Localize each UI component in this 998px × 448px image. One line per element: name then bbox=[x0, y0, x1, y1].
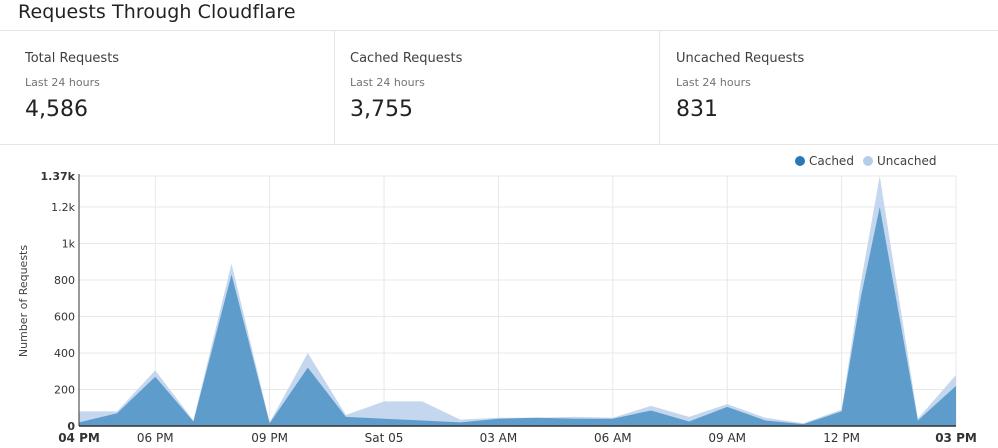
chart-legend: Cached Uncached bbox=[795, 154, 945, 168]
y-axis-title: Number of Requests bbox=[17, 245, 30, 357]
y-tick-label: 1.2k bbox=[51, 201, 75, 214]
series-area-cached bbox=[79, 207, 956, 426]
legend-item-uncached[interactable]: Uncached bbox=[862, 154, 937, 168]
x-tick-label: Sat 05 bbox=[365, 431, 404, 445]
x-tick-label: 09 PM bbox=[251, 431, 288, 445]
y-tick-label: 1k bbox=[62, 238, 76, 251]
stat-value: 831 bbox=[676, 97, 718, 122]
legend-dot-uncached-icon bbox=[862, 156, 873, 166]
stat-period: Last 24 hours bbox=[350, 76, 425, 89]
stat-cached-requests: Cached Requests Last 24 hours 3,755 bbox=[335, 31, 660, 145]
x-tick-label: 06 AM bbox=[594, 431, 632, 445]
stat-value: 4,586 bbox=[25, 97, 88, 122]
x-tick-label: 04 PM bbox=[58, 431, 100, 445]
panel-header: Requests Through Cloudflare bbox=[0, 0, 998, 31]
requests-area-chart: 0 200 400 600 800 1k 1.2k 1.37k 04 PM 06 PM 09 PM S… bbox=[17, 170, 977, 445]
legend-label: Uncached bbox=[876, 154, 937, 168]
legend-label: Cached bbox=[809, 154, 854, 168]
x-tick-label: 03 PM bbox=[935, 431, 977, 445]
stat-label: Cached Requests bbox=[350, 51, 463, 66]
x-tick-label: 06 PM bbox=[137, 431, 174, 445]
stat-value: 3,755 bbox=[350, 97, 413, 122]
x-tick-label: 12 PM bbox=[823, 431, 860, 445]
legend-item-cached[interactable]: Cached bbox=[795, 154, 854, 168]
y-tick-label: 800 bbox=[54, 274, 75, 287]
stat-label: Uncached Requests bbox=[676, 51, 805, 66]
y-tick-label: 0 bbox=[67, 420, 75, 433]
y-tick-label: 1.37k bbox=[41, 170, 76, 183]
stat-uncached-requests: Uncached Requests Last 24 hours 831 bbox=[660, 31, 998, 145]
x-tick-label: 09 AM bbox=[708, 431, 746, 445]
stat-label: Total Requests bbox=[25, 51, 120, 66]
page-title: Requests Through Cloudflare bbox=[18, 1, 296, 23]
x-tick-label: 03 AM bbox=[480, 431, 518, 445]
y-tick-label: 600 bbox=[54, 311, 75, 324]
stat-total-requests: Total Requests Last 24 hours 4,586 bbox=[0, 31, 335, 145]
y-tick-label: 200 bbox=[54, 384, 75, 397]
stat-period: Last 24 hours bbox=[676, 76, 751, 89]
legend-dot-cached-icon bbox=[795, 156, 805, 166]
stat-period: Last 24 hours bbox=[25, 76, 100, 89]
stats-row: Total Requests Last 24 hours 4,586 Cache… bbox=[0, 31, 998, 145]
y-tick-label: 400 bbox=[54, 347, 75, 360]
